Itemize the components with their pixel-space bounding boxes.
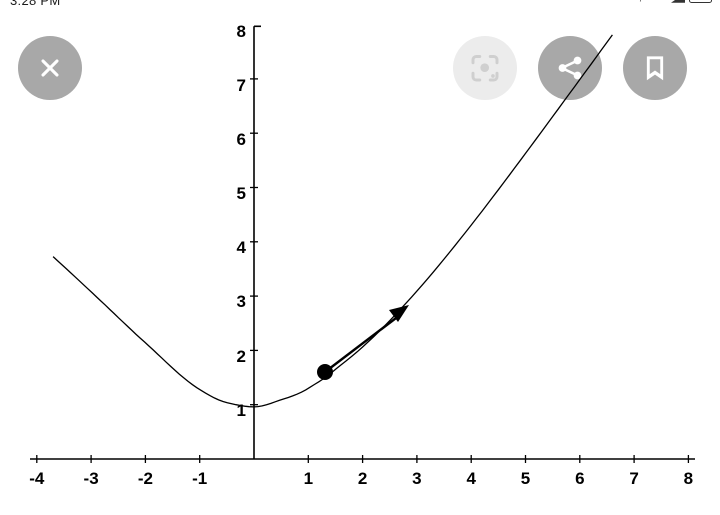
svg-text:3: 3: [412, 469, 421, 488]
svg-text:4: 4: [466, 469, 476, 488]
svg-text:5: 5: [237, 184, 246, 203]
svg-text:4: 4: [237, 238, 247, 257]
svg-text:7: 7: [237, 76, 246, 95]
svg-text:-3: -3: [84, 469, 99, 488]
svg-text:1: 1: [304, 469, 313, 488]
svg-text:-2: -2: [138, 469, 153, 488]
svg-text:1: 1: [237, 401, 246, 420]
svg-text:-4: -4: [29, 469, 45, 488]
svg-text:2: 2: [237, 347, 246, 366]
svg-text:-1: -1: [192, 469, 207, 488]
svg-text:8: 8: [237, 22, 246, 41]
svg-text:6: 6: [237, 130, 246, 149]
svg-text:6: 6: [575, 469, 584, 488]
svg-text:7: 7: [629, 469, 638, 488]
svg-text:3: 3: [237, 292, 246, 311]
svg-text:8: 8: [684, 469, 693, 488]
svg-text:2: 2: [358, 469, 367, 488]
svg-text:5: 5: [521, 469, 530, 488]
